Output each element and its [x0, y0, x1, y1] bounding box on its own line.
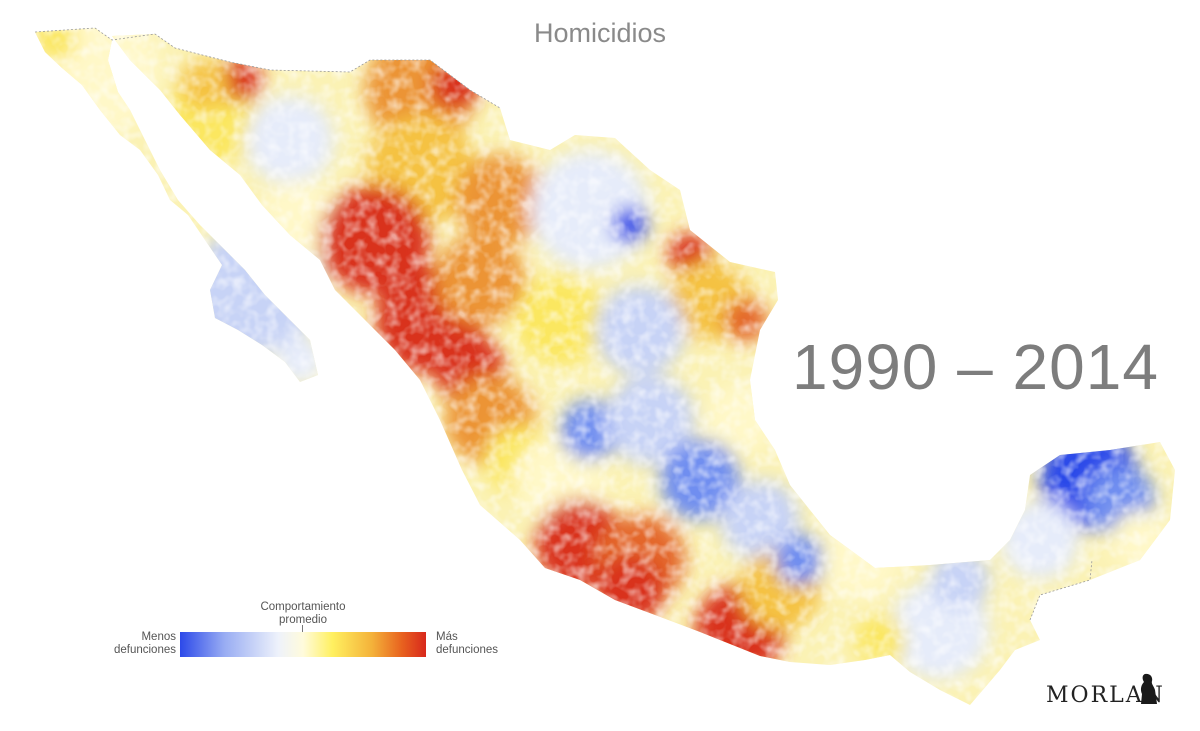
map-title: Homicidios — [533, 18, 667, 48]
logo-figure-icon — [1140, 673, 1157, 704]
period-label: 1990 – 2014 — [792, 331, 1159, 403]
